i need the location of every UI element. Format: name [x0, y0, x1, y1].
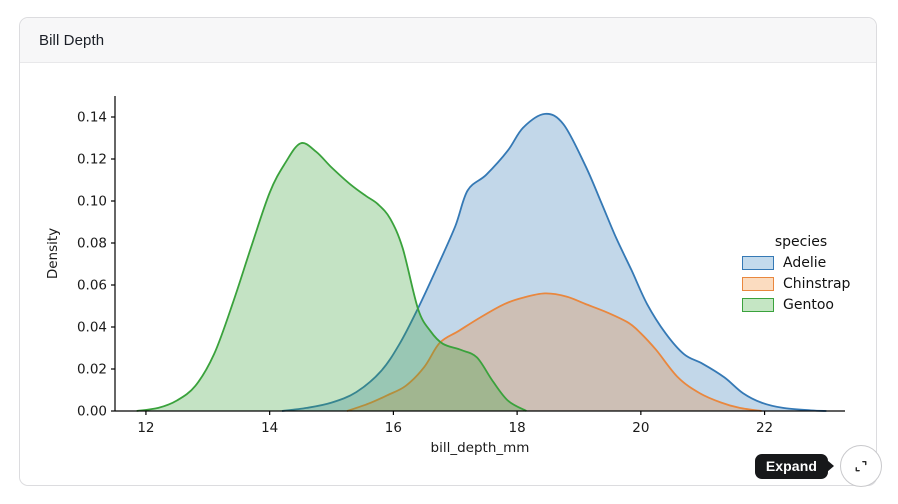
- card-body: 12 14 16 18 20 22 0.00 0.02 0.04 0.06 0.08 0.10 0.12…: [20, 63, 882, 487]
- chart-card: Bill Depth 12 14 16 18 20 22 0.00 0.02 0.04 0.06 0…: [19, 17, 882, 487]
- x-axis-label: bill_depth_mm: [431, 440, 530, 456]
- expand-button[interactable]: [840, 445, 882, 487]
- x-tick-label: 20: [632, 420, 649, 436]
- y-axis-label: Density: [45, 228, 61, 279]
- expand-icon: [855, 460, 867, 472]
- y-tick-label: 0.08: [77, 236, 107, 252]
- tooltip-arrow: [827, 460, 834, 472]
- legend-title: species: [774, 234, 828, 250]
- expand-tooltip-label: Expand: [765, 457, 817, 474]
- chinstrap-density-line: [346, 292, 762, 412]
- adelie-density-area: [282, 113, 827, 411]
- x-tick-label: 12: [137, 420, 154, 436]
- expand-control: Expand: [754, 445, 882, 487]
- x-tick-label: 14: [261, 420, 278, 436]
- y-tick-label: 0.02: [77, 362, 107, 378]
- legend-entry-adelie: Adelie: [742, 256, 860, 270]
- y-tick-label: 0.06: [77, 278, 107, 294]
- y-tick-label: 0.04: [77, 320, 107, 336]
- kde-density-chart: 12 14 16 18 20 22 0.00 0.02 0.04 0.06 0.08 0.10 0.12…: [45, 96, 845, 456]
- gentoo-density-area: [136, 142, 527, 411]
- legend-label: Adelie: [783, 255, 827, 271]
- legend-entry-gentoo: Gentoo: [742, 298, 860, 312]
- gentoo-density-line: [136, 142, 527, 412]
- gentoo-swatch: [742, 298, 774, 312]
- legend-label: Chinstrap: [783, 276, 851, 292]
- legend-entry-chinstrap: Chinstrap: [742, 277, 860, 291]
- expand-tooltip: Expand: [754, 453, 834, 479]
- y-tick-label: 0.00: [77, 404, 107, 420]
- x-tick-label: 22: [756, 420, 773, 436]
- chart-legend: species Adelie Chinstrap Gentoo: [742, 234, 860, 319]
- y-tick-label: 0.12: [77, 152, 107, 168]
- adelie-swatch: [742, 256, 774, 270]
- chinstrap-density-area: [347, 293, 762, 411]
- legend-label: Gentoo: [783, 297, 834, 313]
- x-tick-label: 16: [385, 420, 402, 436]
- card-header: Bill Depth: [20, 18, 876, 63]
- y-tick-label: 0.14: [77, 110, 107, 126]
- card-title: Bill Depth: [39, 31, 105, 49]
- adelie-density-line: [281, 112, 827, 412]
- x-tick-label: 18: [509, 420, 526, 436]
- y-tick-label: 0.10: [77, 194, 107, 210]
- chinstrap-swatch: [742, 277, 774, 291]
